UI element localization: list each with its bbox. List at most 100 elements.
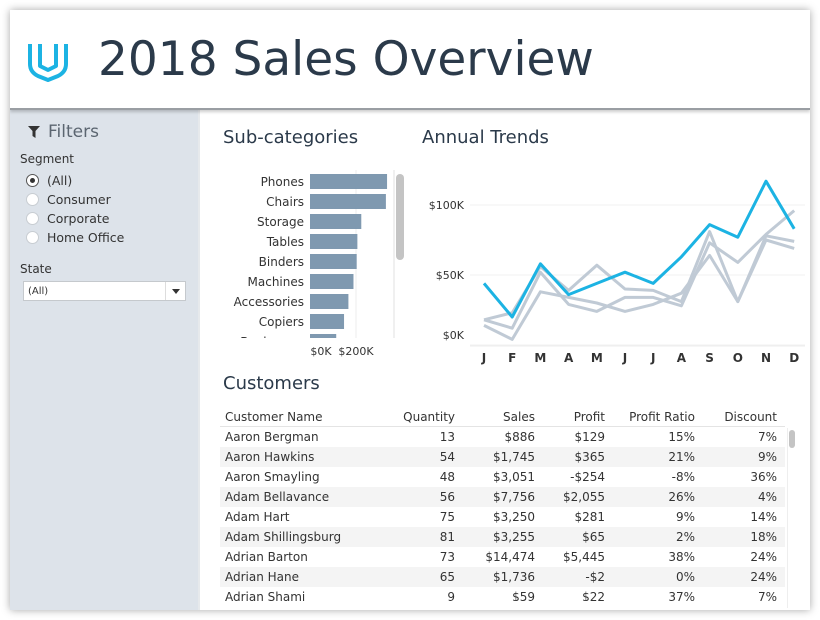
table-cell: 81 [439, 530, 455, 544]
x-tick-label: S [705, 351, 714, 365]
bar-label: Chairs [266, 195, 304, 209]
table-cell: 7% [757, 590, 777, 601]
subcategories-bar-chart: Phones Chairs Storage Tables Binders Machines… [210, 170, 410, 358]
table-cell: 65 [439, 570, 455, 584]
bar-label: Accessories [234, 295, 304, 309]
table-scrollbar[interactable] [787, 428, 795, 608]
table-cell: $886 [504, 430, 535, 444]
table-header: Customer Name Quantity Sales Profit Prof… [220, 407, 785, 427]
table-cell: $281 [574, 510, 605, 524]
table-cell: 38% [668, 550, 695, 564]
table-cell: 24% [750, 550, 777, 564]
y-tick-label: $100K [429, 199, 465, 212]
table-cell: Aaron Hawkins [225, 450, 315, 464]
table-cell: 21% [668, 450, 695, 464]
filters-title: Filters [48, 122, 99, 142]
bar-label: Phones [261, 175, 304, 189]
table-cell: 56 [439, 490, 455, 504]
table-cell: 26% [668, 490, 695, 504]
column-header[interactable]: Quantity [403, 409, 455, 424]
table-row[interactable]: Adrian Barton 73 $14,474 $5,445 38% 24% [220, 547, 785, 567]
bar-chart-scrollbar[interactable] [396, 174, 404, 260]
column-header[interactable]: Profit [573, 409, 605, 424]
table-body: Aaron Bergman 13 $886 $129 15% 7% Aaron Hawkin… [220, 427, 785, 601]
radio-icon[interactable] [26, 212, 39, 225]
y-tick-label: $50K [436, 269, 465, 282]
table-cell: 4% [757, 490, 777, 504]
table-cell: $3,255 [493, 530, 535, 544]
radio-icon[interactable] [26, 231, 39, 244]
x-tick-label: J [650, 351, 655, 365]
bar-label: Copiers [259, 315, 304, 329]
table-row[interactable]: Adam Hart 75 $3,250 $281 9% 14% [220, 507, 785, 527]
column-header[interactable]: Discount [724, 409, 777, 424]
customers-title: Customers [223, 373, 320, 394]
radio-icon[interactable] [26, 193, 39, 206]
table-cell: -8% [671, 470, 695, 484]
x-tick-label: J [481, 351, 486, 365]
segment-option-corporate[interactable]: Corporate [26, 211, 110, 226]
scrollbar-thumb[interactable] [789, 430, 795, 448]
state-value: (All) [28, 286, 49, 297]
bar-machines [310, 274, 354, 289]
table-cell: Adam Hart [225, 510, 290, 524]
chevron-down-icon[interactable] [165, 282, 185, 300]
segment-option-all[interactable]: (All) [26, 173, 72, 188]
column-header[interactable]: Customer Name [225, 409, 323, 424]
table-row[interactable]: Aaron Hawkins 54 $1,745 $365 21% 9% [220, 447, 785, 467]
table-cell: $129 [574, 430, 605, 444]
annual-trends-title: Annual Trends [422, 127, 549, 148]
x-tick-label: J [622, 351, 627, 365]
table-cell: Aaron Bergman [225, 430, 319, 444]
x-tick-label: $0K [310, 345, 332, 358]
table-cell: 0% [675, 570, 695, 584]
header: 2018 Sales Overview [10, 10, 810, 110]
column-header[interactable]: Profit Ratio [629, 409, 695, 424]
state-dropdown[interactable]: (All) [23, 281, 186, 301]
bar-copiers [310, 314, 345, 329]
x-tick-label: N [761, 351, 771, 365]
table-row[interactable]: Adrian Hane 65 $1,736 -$2 0% 24% [220, 567, 785, 587]
table-cell: 2% [675, 530, 695, 544]
udacity-logo [28, 44, 68, 82]
table-cell: Adrian Shami [225, 590, 306, 601]
bar-phones [310, 174, 388, 189]
table-row[interactable]: Adam Bellavance 56 $7,756 $2,055 26% 4% [220, 487, 785, 507]
radio-icon[interactable] [26, 174, 39, 187]
y-tick-label: $0K [443, 329, 465, 342]
segment-option-home-office[interactable]: Home Office [26, 230, 124, 245]
table-cell: 24% [750, 570, 777, 584]
x-tick-label: D [789, 351, 799, 365]
bar-tables [310, 234, 358, 249]
annual-trends-line-chart: $0K $50K $100K J F M A M J J A S O N D [429, 179, 805, 365]
column-header[interactable]: Sales [503, 409, 535, 424]
table-cell: $65 [582, 530, 605, 544]
table-row[interactable]: Adrian Shami 9 $59 $22 37% 7% [220, 587, 785, 601]
bar-label: Storage [257, 215, 304, 229]
table-cell: Adam Bellavance [225, 490, 330, 504]
table-row[interactable]: Adam Shillingsburg 81 $3,255 $65 2% 18% [220, 527, 785, 547]
series-line-4 [482, 179, 796, 319]
table-cell: $365 [574, 450, 605, 464]
bar-label: Machines [248, 275, 304, 289]
option-label: Home Office [47, 230, 125, 245]
table-cell: 15% [668, 430, 695, 444]
table-cell: -$254 [570, 470, 605, 484]
table-row[interactable]: Aaron Smayling 48 $3,051 -$254 -8% 36% [220, 467, 785, 487]
filters-panel: Filters Segment (All) Consumer Corporate… [10, 110, 200, 610]
table-cell: Aaron Smayling [225, 470, 320, 484]
table-row[interactable]: Aaron Bergman 13 $886 $129 15% 7% [220, 427, 785, 447]
table-cell: $5,445 [563, 550, 605, 564]
state-label: State [20, 262, 52, 276]
table-cell: 75 [439, 510, 455, 524]
table-cell: $2,055 [563, 490, 605, 504]
x-tick-label: O [733, 351, 743, 365]
table-cell: Adam Shillingsburg [225, 530, 342, 544]
filter-icon [28, 126, 40, 138]
segment-option-consumer[interactable]: Consumer [26, 192, 111, 207]
filters-heading: Filters [28, 122, 99, 142]
table-cell: Adrian Barton [225, 550, 308, 564]
x-tick-label: M [591, 351, 603, 365]
x-tick-label: F [508, 351, 516, 365]
x-tick-label: A [677, 351, 687, 365]
